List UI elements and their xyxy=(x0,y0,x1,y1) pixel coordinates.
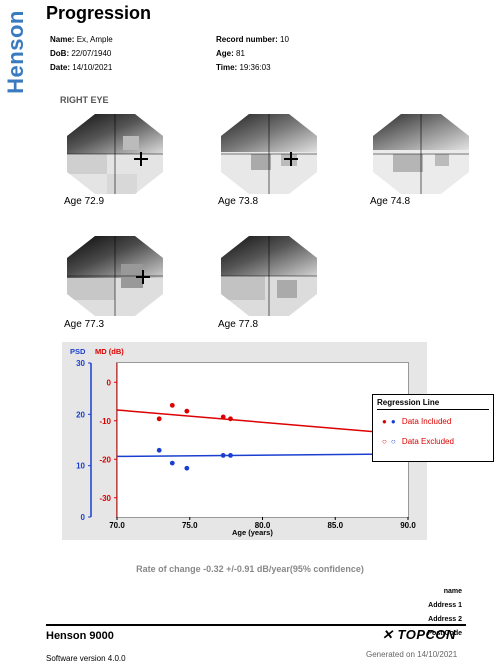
psd-tick-label: 10 xyxy=(76,462,85,471)
md-data-point xyxy=(156,416,162,422)
eye-label: RIGHT EYE xyxy=(60,95,109,105)
md-data-point xyxy=(228,416,233,422)
patient-name: Name: Ex, Ample xyxy=(50,35,113,44)
md-axis-title: MD (dB) xyxy=(95,347,124,356)
psd-included-marker: ● xyxy=(390,417,396,426)
psd-data-point xyxy=(220,453,226,458)
page-title: Progression xyxy=(46,3,152,23)
progression-chart: 30 20 10 0 0 -10 -20 -30 70.0 75.0 80.0 85.0 90.0 xyxy=(76,359,416,530)
field-age-label: Age 77.8 xyxy=(218,319,259,330)
md-data-point xyxy=(220,414,226,420)
x-tick-label: 75.0 xyxy=(182,521,198,530)
chart-legend: Regression Line ● ● Data Included ○ ○ Data… xyxy=(372,394,494,462)
psd-excluded-marker: ○ xyxy=(390,437,396,446)
x-tick-label: 90.0 xyxy=(400,521,416,530)
address-post-code: Post Code xyxy=(427,630,462,637)
topcon-logo: ✕ TOPCON xyxy=(382,627,456,642)
record-number: Record number: 10 xyxy=(216,35,289,44)
md-excluded-marker: ○ xyxy=(382,437,387,446)
brand-text: Henson xyxy=(3,10,28,94)
test-date: Date: 14/10/2021 xyxy=(50,63,113,72)
psd-data-point xyxy=(169,460,175,466)
md-included-marker: ● xyxy=(382,417,387,426)
x-tick-label: 70.0 xyxy=(109,521,125,530)
x-tick-label: 80.0 xyxy=(255,521,271,530)
psd-axis-title: PSD xyxy=(70,347,86,356)
address-line-2: Address 2 xyxy=(428,616,462,623)
progression-plot xyxy=(116,362,409,518)
md-tick-label: 0 xyxy=(107,378,112,387)
field-age-label: Age 72.9 xyxy=(64,196,105,207)
psd-data-point xyxy=(156,447,162,453)
footer-divider xyxy=(46,624,466,626)
md-data-point xyxy=(169,402,175,408)
address-line-1: Address 1 xyxy=(428,602,462,609)
device-model: Henson 9000 xyxy=(46,630,114,642)
md-regression-line xyxy=(116,409,409,436)
address-name: name xyxy=(443,588,462,595)
rate-of-change: Rate of change -0.32 +/-0.91 dB/year(95%… xyxy=(136,564,364,574)
patient-dob: DoB: 22/07/1940 xyxy=(50,49,112,58)
legend-excluded: ○ ○ Data Excluded xyxy=(382,437,454,446)
psd-regression-line xyxy=(116,453,409,458)
md-tick-label: -20 xyxy=(99,455,111,464)
x-tick-label: 85.0 xyxy=(327,521,343,530)
md-tick-label: -10 xyxy=(99,417,111,426)
legend-title: Regression Line xyxy=(377,398,440,407)
psd-data-point xyxy=(228,453,233,458)
test-time: Time: 19:36:03 xyxy=(216,63,271,72)
field-age-label: Age 73.8 xyxy=(218,196,259,207)
brand-logo: Henson xyxy=(2,0,30,104)
legend-included: ● ● Data Included xyxy=(382,417,452,426)
visual-field-plot xyxy=(67,236,163,316)
visual-field-plot xyxy=(373,114,469,194)
psd-tick-label: 30 xyxy=(76,359,85,368)
visual-field-plot xyxy=(221,236,317,316)
patient-age: Age: 81 xyxy=(216,49,245,58)
field-age-label: Age 77.3 xyxy=(64,319,105,330)
generated-date: Generated on 14/10/2021 xyxy=(366,650,458,659)
x-axis-title: Age (years) xyxy=(232,528,273,537)
md-data-point xyxy=(184,408,190,414)
md-tick-label: -30 xyxy=(99,494,111,503)
psd-tick-label: 0 xyxy=(81,513,86,522)
visual-field-plot xyxy=(67,114,163,194)
software-version: Software version 4.0.0 xyxy=(46,654,126,663)
psd-tick-label: 20 xyxy=(76,410,85,419)
visual-field-plot xyxy=(221,114,317,194)
psd-data-point xyxy=(184,465,190,471)
field-age-label: Age 74.8 xyxy=(370,196,411,207)
